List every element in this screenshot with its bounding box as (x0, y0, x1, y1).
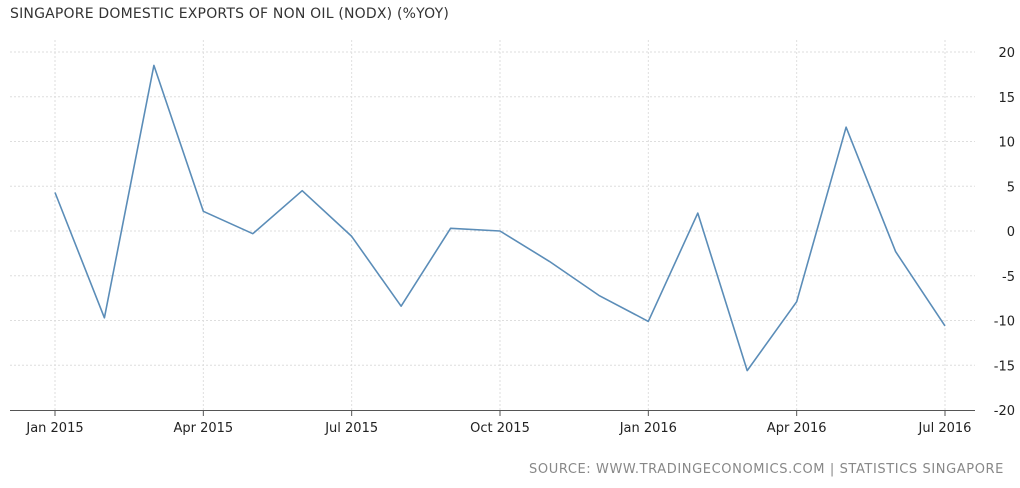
data-point (646, 319, 650, 323)
x-tick-label: Jul 2016 (918, 421, 972, 436)
x-tick-label: Jan 2015 (25, 421, 83, 436)
data-point (696, 211, 700, 215)
axis-layer (10, 410, 975, 416)
series-line (54, 64, 946, 372)
x-tick-label: Apr 2016 (767, 421, 827, 436)
x-tick-label: Jul 2015 (324, 421, 378, 436)
y-tick-label: 0 (1007, 225, 1015, 240)
y-tick-label: 15 (998, 91, 1015, 106)
data-point (152, 63, 156, 67)
data-point (201, 209, 205, 213)
data-point (943, 324, 947, 328)
y-tick-label: 20 (998, 46, 1015, 61)
data-point (350, 234, 354, 238)
y-tick-label: -10 (994, 315, 1015, 330)
x-tick-label: Jan 2016 (619, 421, 677, 436)
data-point (547, 259, 551, 263)
label-layer: 20 15 10 5 0 -5 -10 -15 -20 Jan 2015 Apr 2015 Jul 2… (25, 46, 1015, 436)
data-point (795, 300, 799, 304)
x-tick-label: Oct 2015 (470, 421, 530, 436)
series-layer (53, 63, 947, 373)
grid-layer (10, 40, 975, 410)
data-point (894, 250, 898, 254)
y-tick-label: -5 (1002, 270, 1015, 285)
data-point (449, 226, 453, 230)
x-tick-label: Apr 2015 (173, 421, 233, 436)
data-point (498, 229, 502, 233)
data-point (844, 125, 848, 129)
source-credit: SOURCE: WWW.TRADINGECONOMICS.COM | STATI… (529, 462, 1004, 477)
y-tick-label: 10 (998, 136, 1015, 151)
data-point (102, 316, 106, 320)
data-point (399, 304, 403, 308)
y-tick-label: -20 (994, 404, 1015, 419)
y-tick-label: -15 (994, 359, 1015, 374)
data-point (300, 189, 304, 193)
data-point (745, 369, 749, 373)
data-point (251, 232, 255, 236)
chart-title: SINGAPORE DOMESTIC EXPORTS OF NON OIL (N… (10, 6, 450, 22)
data-point (597, 293, 601, 297)
y-tick-label: 5 (1007, 180, 1015, 195)
data-point (53, 191, 57, 195)
